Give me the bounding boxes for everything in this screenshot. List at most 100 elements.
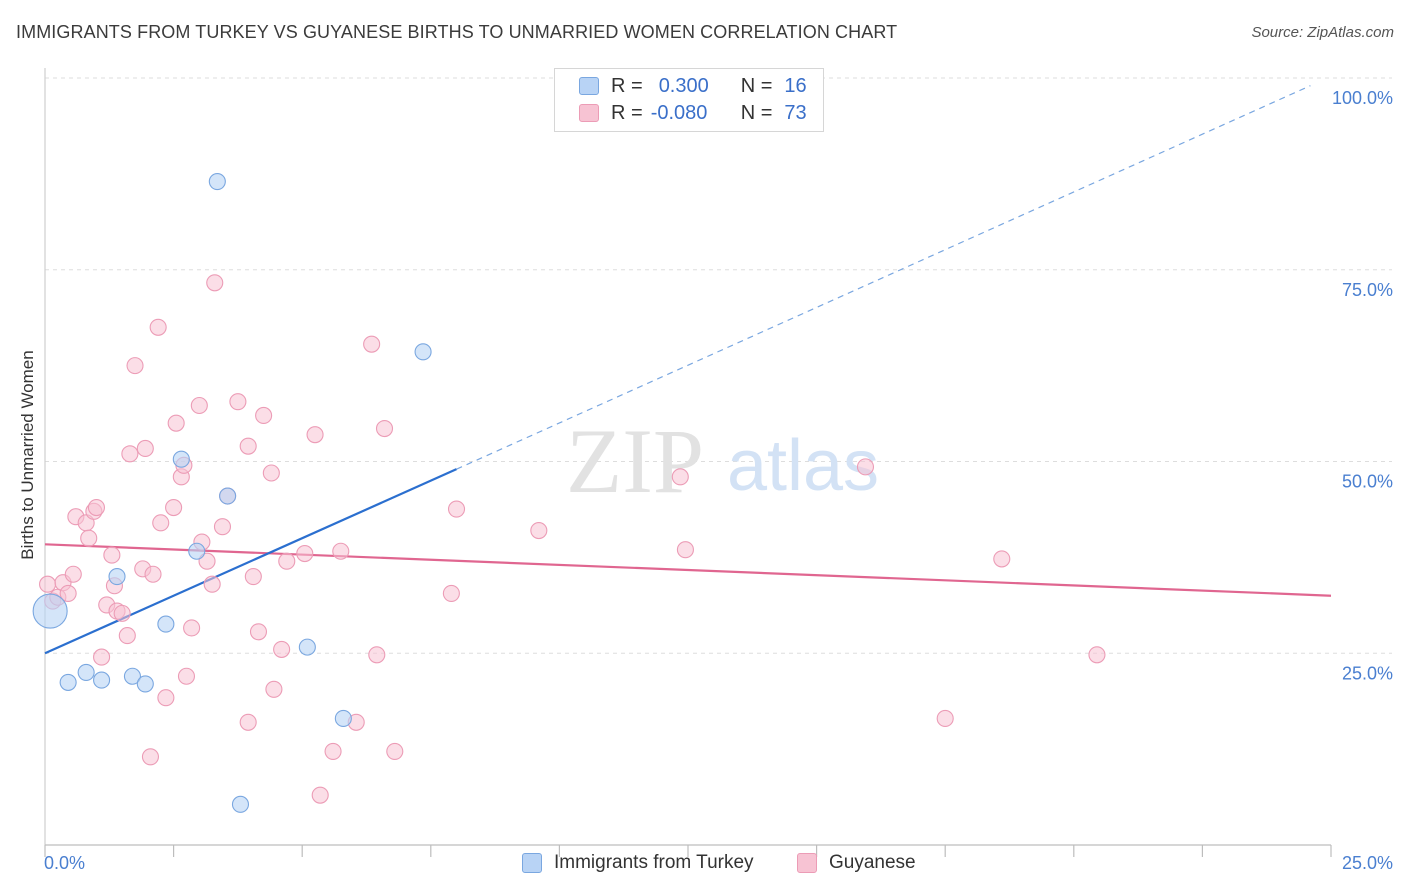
- guyanese-point: [39, 575, 57, 593]
- guyanese-point: [198, 552, 216, 570]
- guyanese-point: [447, 500, 466, 518]
- data-points: [32, 172, 1106, 813]
- turkey-point: [298, 638, 316, 656]
- guyanese-point: [165, 498, 183, 517]
- turkey-point: [219, 487, 237, 505]
- legend-row-guyanese: R = -0.080 N = 73: [579, 101, 807, 125]
- watermark-zip: ZIP: [566, 410, 704, 512]
- guyanese-point: [144, 565, 162, 583]
- guyanese-point: [265, 680, 283, 698]
- guyanese-point: [255, 406, 273, 425]
- guyanese-point: [152, 514, 170, 532]
- correlation-legend: R = 0.300 N = 16 R = -0.080 N = 73: [554, 68, 824, 132]
- guyanese-point: [306, 426, 324, 444]
- turkey-point: [208, 172, 226, 191]
- guyanese-point: [190, 396, 208, 415]
- guyanese-point: [249, 623, 268, 641]
- source-label: Source: ZipAtlas.com: [1251, 24, 1394, 41]
- legend-item-turkey: Immigrants from Turkey: [522, 852, 754, 874]
- guyanese-point: [183, 619, 201, 637]
- guyanese-point: [121, 445, 139, 463]
- grid-lines: [45, 77, 1392, 654]
- guyanese-point: [324, 742, 342, 760]
- legend-row-turkey: R = 0.300 N = 16: [579, 74, 807, 98]
- turkey-point: [59, 673, 77, 691]
- guyanese-point: [149, 318, 167, 336]
- guyanese-point: [368, 646, 386, 664]
- guyanese-point: [273, 640, 291, 658]
- guyanese-point: [126, 357, 144, 375]
- turkey-swatch: [522, 853, 542, 873]
- guyanese-point: [64, 565, 82, 583]
- legend-n-label: N =: [740, 101, 773, 124]
- guyanese-point: [157, 689, 175, 707]
- guyanese-swatch: [797, 853, 817, 873]
- legend-n-label: N =: [740, 74, 773, 97]
- guyanese-point: [363, 335, 381, 353]
- guyanese-point: [856, 458, 875, 476]
- tick-labels: 25.0% 50.0% 75.0% 100.0% 0.0% 25.0%: [44, 88, 1393, 873]
- legend-n-value: 73: [784, 101, 807, 124]
- guyanese-point: [530, 521, 548, 540]
- legend-r-label: R =: [611, 101, 643, 124]
- watermark: ZIP atlas: [566, 410, 879, 512]
- legend-item-guyanese: Guyanese: [797, 852, 916, 874]
- guyanese-trend-line: [44, 543, 1332, 597]
- guyanese-point: [1088, 646, 1106, 664]
- guyanese-point: [229, 393, 247, 411]
- guyanese-swatch: [579, 104, 599, 122]
- turkey-point: [334, 709, 352, 727]
- guyanese-point: [262, 464, 280, 482]
- turkey-point: [414, 343, 432, 361]
- turkey-point: [157, 615, 175, 633]
- guyanese-point: [671, 468, 689, 486]
- turkey-trend-extension: [456, 85, 1311, 470]
- guyanese-point: [239, 437, 257, 455]
- guyanese-point: [118, 627, 136, 645]
- guyanese-point: [332, 542, 350, 560]
- guyanese-point: [203, 575, 221, 593]
- guyanese-point: [386, 742, 404, 760]
- guyanese-point: [442, 584, 460, 602]
- guyanese-point: [993, 550, 1011, 568]
- guyanese-point: [375, 419, 394, 438]
- guyanese-point: [103, 546, 121, 564]
- turkey-point: [32, 593, 68, 629]
- guyanese-point: [239, 713, 257, 731]
- guyanese-point: [87, 498, 105, 517]
- y-tick-label: 50.0%: [1342, 472, 1393, 492]
- turkey-point: [172, 450, 190, 468]
- chart-title: IMMIGRANTS FROM TURKEY VS GUYANESE BIRTH…: [16, 22, 898, 42]
- guyanese-point: [167, 414, 185, 432]
- guyanese-point: [177, 667, 196, 685]
- turkey-point: [136, 675, 154, 693]
- guyanese-point: [676, 541, 694, 559]
- turkey-swatch: [579, 77, 599, 95]
- turkey-trend-line: [44, 468, 457, 655]
- guyanese-point: [278, 552, 296, 570]
- y-tick-label: 100.0%: [1332, 88, 1393, 108]
- y-tick-label: 75.0%: [1342, 280, 1393, 300]
- x-tick-label: 25.0%: [1342, 853, 1393, 873]
- guyanese-point: [113, 604, 131, 622]
- guyanese-point: [936, 709, 954, 727]
- guyanese-point: [93, 648, 111, 666]
- turkey-point: [93, 671, 111, 689]
- turkey-point: [123, 667, 141, 685]
- turkey-point: [231, 795, 250, 813]
- y-tick-label: 25.0%: [1342, 663, 1393, 683]
- guyanese-point: [206, 274, 224, 292]
- axes: [44, 68, 1332, 857]
- guyanese-point: [80, 529, 98, 547]
- x-tick-label: 0.0%: [44, 853, 85, 873]
- watermark-atlas: atlas: [727, 426, 879, 506]
- guyanese-point: [136, 439, 154, 458]
- guyanese-point: [311, 786, 329, 804]
- legend-label-guyanese: Guyanese: [829, 852, 916, 873]
- trend-lines: [44, 85, 1332, 655]
- turkey-point: [188, 542, 206, 560]
- turkey-point: [108, 567, 126, 586]
- guyanese-point: [141, 748, 160, 766]
- guyanese-point: [213, 518, 232, 536]
